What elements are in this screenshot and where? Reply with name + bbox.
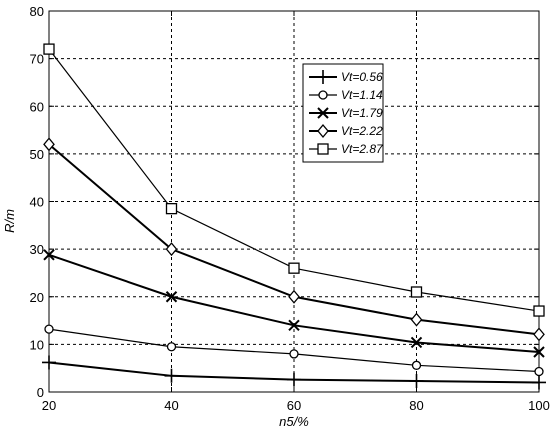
legend-label: Vt=2.22 <box>341 124 383 138</box>
point-marker <box>317 107 329 119</box>
x-axis-label: n5/% <box>279 414 309 429</box>
y-axis-label: R/m <box>2 209 17 233</box>
axes: 20 40 60 80 100 0 10 20 30 40 50 60 70 80 <box>30 4 550 413</box>
point-marker <box>317 143 329 155</box>
point-marker <box>166 342 177 352</box>
point-marker <box>288 289 300 304</box>
x-tick-label: 80 <box>409 398 423 413</box>
series-plus <box>42 355 546 390</box>
point-marker <box>534 366 544 377</box>
point-marker <box>164 368 179 383</box>
point-marker <box>411 360 422 370</box>
y-tick-label: 10 <box>30 337 44 352</box>
y-tick-label: 40 <box>30 195 44 210</box>
point-marker <box>410 312 423 327</box>
point-marker <box>42 355 56 370</box>
point-marker <box>318 90 328 100</box>
series-x <box>43 249 545 358</box>
legend-item: Vt=1.79 <box>309 106 383 120</box>
point-marker <box>288 262 300 274</box>
series-circle <box>44 324 544 377</box>
point-marker <box>43 249 55 261</box>
point-marker <box>533 346 545 358</box>
legend-label: Vt=2.87 <box>341 142 384 156</box>
point-marker <box>43 137 55 152</box>
legend-item: Vt=2.87 <box>309 142 384 156</box>
legend-label: Vt=1.14 <box>341 88 383 102</box>
legend-label: Vt=1.79 <box>341 106 383 120</box>
legend-item: Vt=2.22 <box>309 123 383 139</box>
legend-label: Vt=0.56 <box>341 70 383 84</box>
point-marker <box>288 319 300 332</box>
y-tick-label: 30 <box>30 242 44 257</box>
point-marker <box>316 70 330 84</box>
y-tick-label: 70 <box>30 52 44 67</box>
y-tick-label: 0 <box>37 385 44 400</box>
x-tick-label: 100 <box>528 398 550 413</box>
x-tick-label: 60 <box>287 398 301 413</box>
x-tick-label: 20 <box>42 398 56 413</box>
y-tick-label: 80 <box>30 4 44 19</box>
point-marker <box>533 327 545 342</box>
point-marker <box>410 336 423 349</box>
y-tick-label: 60 <box>30 99 44 114</box>
point-marker <box>410 286 423 298</box>
series-group <box>42 43 546 390</box>
series-square <box>43 43 545 317</box>
y-tick-label: 20 <box>30 290 44 305</box>
legend-item: Vt=0.56 <box>309 70 383 84</box>
point-marker <box>165 291 178 303</box>
point-marker <box>287 372 301 387</box>
point-marker <box>44 324 54 334</box>
y-tick-label: 50 <box>30 147 44 162</box>
x-tick-label: 40 <box>164 398 178 413</box>
point-marker <box>409 374 424 389</box>
series-diamond <box>43 137 545 342</box>
point-marker <box>532 375 546 390</box>
point-marker <box>317 123 329 139</box>
grid-lines <box>49 11 539 392</box>
legend-item: Vt=1.14 <box>309 88 383 102</box>
point-marker <box>165 242 178 257</box>
point-marker <box>43 43 55 55</box>
point-marker <box>165 202 178 215</box>
point-marker <box>533 305 545 317</box>
point-marker <box>289 349 299 359</box>
legend: Vt=0.56 Vt=1.14 Vt=1.79 Vt=2.22 Vt=2.87 <box>302 63 384 163</box>
